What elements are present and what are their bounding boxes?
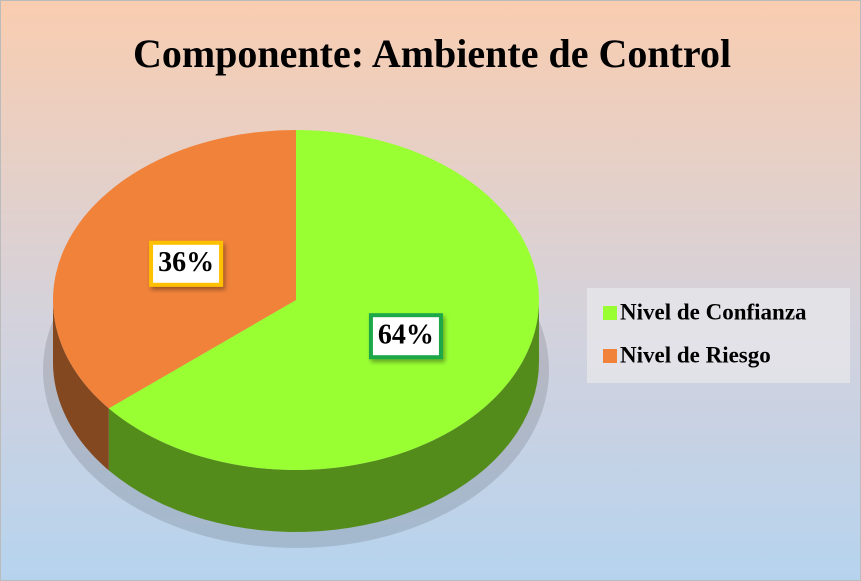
slice-side (53, 300, 109, 471)
data-label: 64% (378, 320, 434, 351)
legend-box (587, 288, 850, 383)
legend-swatch (603, 349, 617, 363)
chart-title: Componente: Ambiente de Control (133, 31, 731, 76)
pie: 64% 36% (43, 130, 549, 548)
slice-side (108, 300, 539, 532)
legend: Nivel de Confianza Nivel de Riesgo (603, 299, 807, 367)
legend-swatch (603, 306, 617, 320)
legend-label: Nivel de Riesgo (620, 342, 771, 367)
data-label: 36% (158, 247, 214, 278)
slice (108, 130, 539, 471)
legend-label: Nivel de Confianza (620, 299, 807, 324)
data-label-box (149, 240, 224, 287)
data-label-box (368, 313, 443, 360)
